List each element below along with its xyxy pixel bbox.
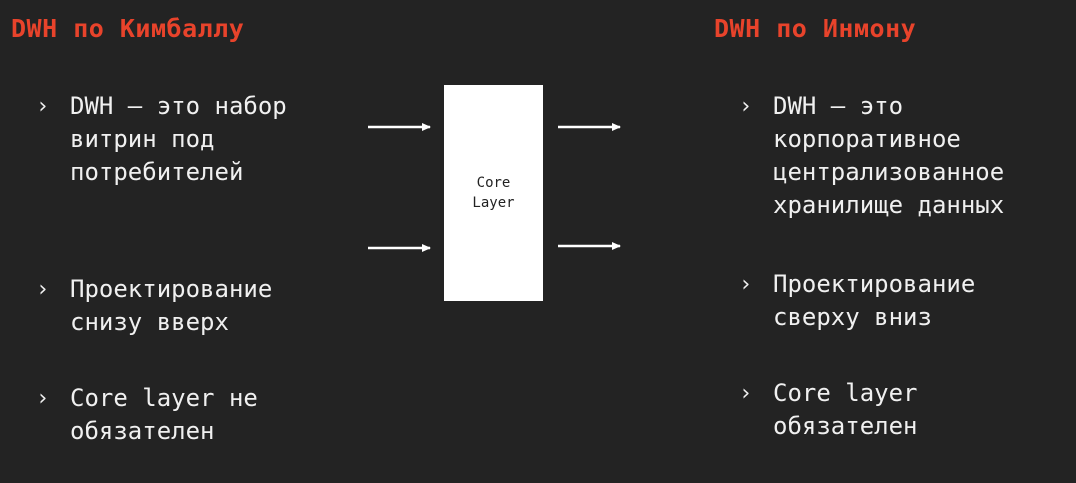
bullet-line: Core layer не [70,384,258,412]
core-layer-label-line: Layer [472,195,515,211]
kimball-bullet-3: › Core layer не обязателен [36,382,258,448]
kimball-bullet-1: › DWH – это набор витрин под потребителе… [36,90,287,189]
chevron-right-icon: › [739,381,753,406]
heading-kimball: DWH по Кимбаллу [11,14,245,43]
bullet-line: Core layer [773,379,918,407]
bullet-line: корпоративное [773,125,961,153]
chevron-right-icon: › [36,277,50,302]
chevron-right-icon: › [36,386,50,411]
kimball-bullet-2: › Проектирование снизу вверх [36,273,273,339]
bullet-line: потребителей [70,158,244,186]
bullet-line: витрин под [70,125,215,153]
inmon-bullet-1: › DWH – это корпоративное централизованн… [739,90,1005,222]
bullet-line: Проектирование [70,275,273,303]
inmon-bullet-2: › Проектирование сверху вниз [739,268,976,334]
core-layer-label-line: Core [476,175,511,191]
core-layer-label: Core Layer [444,173,543,213]
bullet-line: обязателен [773,412,918,440]
bullet-line: хранилище данных [773,191,1005,219]
chevron-right-icon: › [36,94,50,119]
inmon-bullet-3: › Core layer обязателен [739,377,918,443]
core-layer-box: Core Layer [444,85,543,301]
chevron-right-icon: › [739,272,753,297]
bullet-line: Проектирование [773,270,976,298]
bullet-line: снизу вверх [70,308,229,336]
heading-inmon: DWH по Инмону [714,14,917,43]
bullet-line: централизованное [773,158,1005,186]
bullet-line: DWH – это набор [70,92,287,120]
bullet-line: DWH – это [773,92,904,120]
bullet-line: обязателен [70,417,215,445]
bullet-line: сверху вниз [773,303,932,331]
chevron-right-icon: › [739,94,753,119]
